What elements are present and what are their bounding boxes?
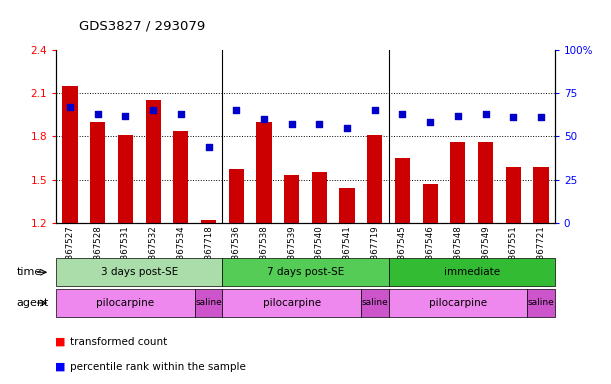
Bar <box>478 142 493 223</box>
Point <box>259 116 269 122</box>
Text: time: time <box>16 267 42 277</box>
Bar <box>118 135 133 223</box>
Point <box>481 111 491 117</box>
Text: saline: saline <box>527 298 554 308</box>
Text: 7 days post-SE: 7 days post-SE <box>267 267 344 277</box>
Point <box>342 125 352 131</box>
Text: 3 days post-SE: 3 days post-SE <box>101 267 178 277</box>
Point <box>508 114 518 121</box>
Bar <box>145 100 161 223</box>
Text: pilocarpine: pilocarpine <box>429 298 487 308</box>
Point <box>65 104 75 110</box>
Bar <box>62 86 78 223</box>
Text: immediate: immediate <box>444 267 500 277</box>
Text: GDS3827 / 293079: GDS3827 / 293079 <box>79 19 206 32</box>
Text: saline: saline <box>195 298 222 308</box>
Point <box>398 111 408 117</box>
Point <box>453 113 463 119</box>
Bar <box>367 135 382 223</box>
Bar <box>506 167 521 223</box>
Bar <box>229 169 244 223</box>
Bar <box>312 172 327 223</box>
Bar <box>201 220 216 223</box>
Point <box>232 108 241 114</box>
Bar <box>533 167 549 223</box>
Bar <box>450 142 466 223</box>
Bar <box>284 175 299 223</box>
Text: agent: agent <box>16 298 49 308</box>
Text: transformed count: transformed count <box>70 337 167 347</box>
Text: pilocarpine: pilocarpine <box>97 298 155 308</box>
Text: percentile rank within the sample: percentile rank within the sample <box>70 362 246 372</box>
Point <box>176 111 186 117</box>
Point <box>315 121 324 127</box>
Point <box>120 113 130 119</box>
Point <box>93 111 103 117</box>
Bar <box>174 131 188 223</box>
Bar <box>90 122 105 223</box>
Bar <box>340 188 354 223</box>
Point <box>536 114 546 121</box>
Bar <box>395 158 410 223</box>
Text: ■: ■ <box>55 362 65 372</box>
Bar <box>423 184 437 223</box>
Point <box>203 144 213 150</box>
Point <box>287 121 296 127</box>
Bar <box>257 122 271 223</box>
Point <box>148 108 158 114</box>
Text: pilocarpine: pilocarpine <box>263 298 321 308</box>
Text: ■: ■ <box>55 337 65 347</box>
Point <box>425 119 435 126</box>
Point <box>370 108 379 114</box>
Text: saline: saline <box>361 298 388 308</box>
